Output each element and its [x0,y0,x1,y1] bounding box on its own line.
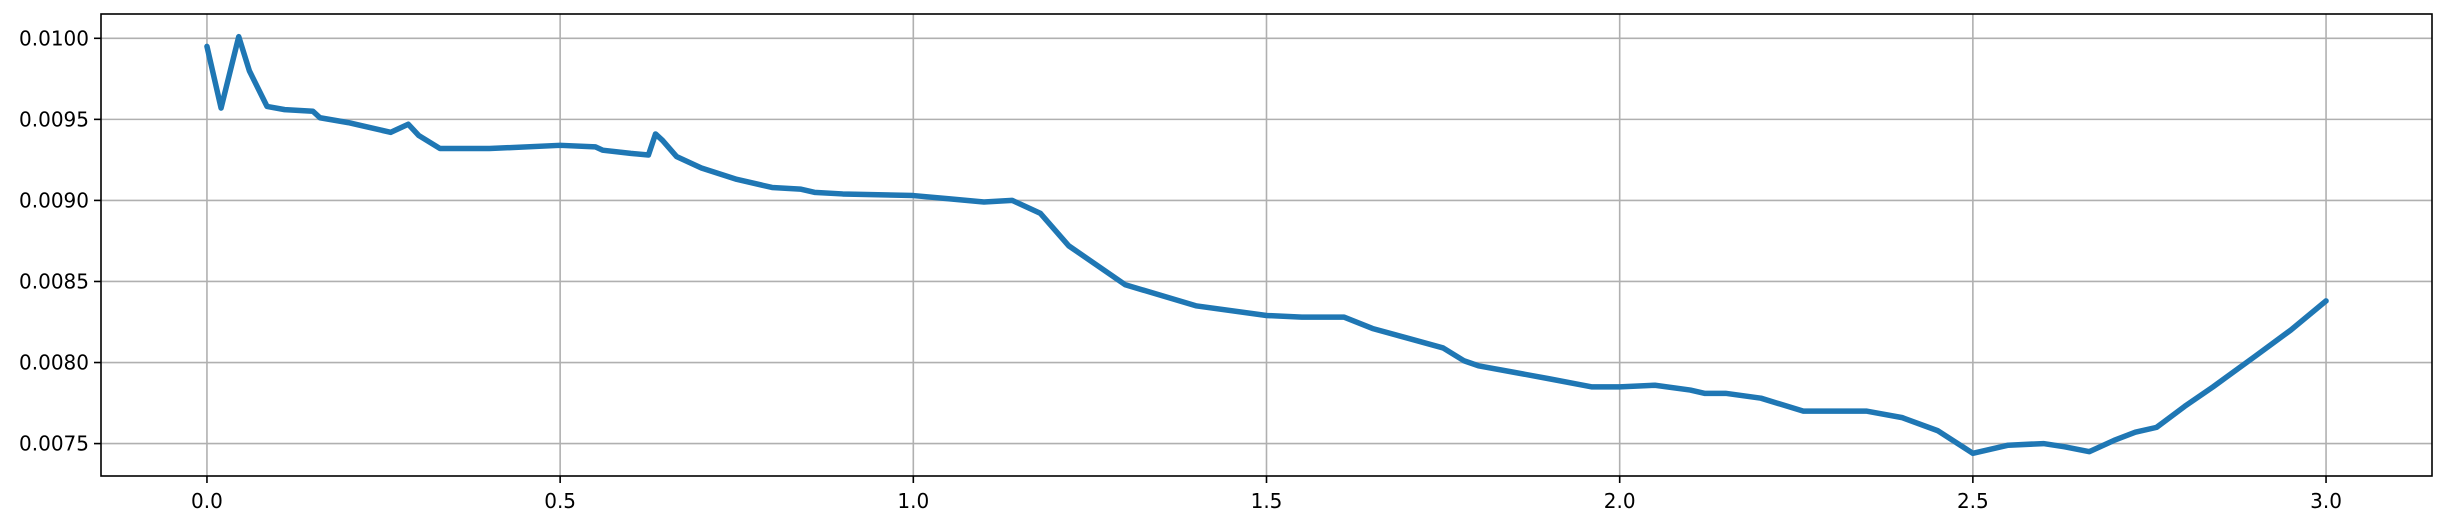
x-tick-label: 1.0 [897,489,929,513]
x-tick-label: 1.5 [1251,489,1283,513]
y-tick-label: 0.0080 [19,351,89,375]
axis-ticks: 0.0 0.5 1.0 1.5 2.0 2.5 3.0 0.0075 0.0080 0.0085 0… [19,26,2342,513]
x-tick-label: 2.0 [1604,489,1636,513]
x-tick-label: 0.5 [544,489,576,513]
y-tick-label: 0.0090 [19,188,89,212]
plot-frame [100,13,2433,477]
x-tick-label: 2.5 [1957,489,1989,513]
series-line-0 [204,33,2329,457]
y-tick-label: 0.0085 [19,269,89,293]
grid [101,14,2432,476]
y-tick-label: 0.0075 [19,432,89,456]
y-tick-label: 0.0100 [19,26,89,50]
x-tick-label: 3.0 [2310,489,2342,513]
y-tick-label: 0.0095 [19,107,89,131]
series-layer [204,33,2329,457]
x-tick-label: 0.0 [191,489,223,513]
